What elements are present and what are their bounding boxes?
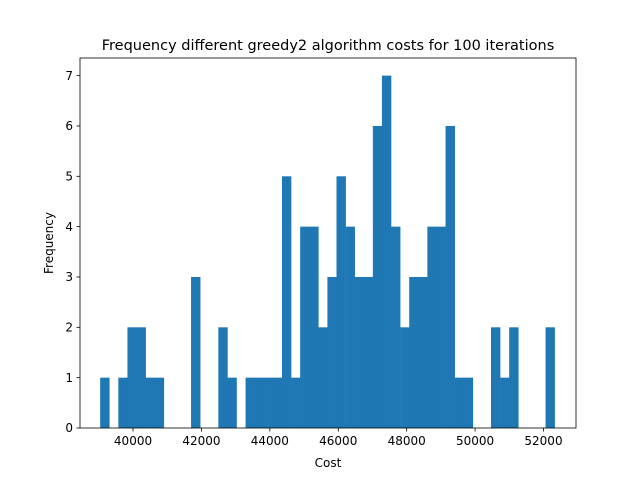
histogram-bar	[218, 327, 228, 428]
histogram-bar	[327, 276, 337, 428]
histogram-bar	[400, 327, 410, 428]
x-tick-label: 40000	[114, 434, 152, 448]
histogram-bar	[418, 276, 428, 428]
histogram-bar	[127, 327, 137, 428]
histogram-bar	[263, 377, 274, 428]
histogram-bar	[436, 226, 446, 428]
x-tick-label: 50000	[456, 434, 494, 448]
x-tick-label: 42000	[182, 434, 220, 448]
histogram-bar	[191, 276, 201, 428]
histogram-bar	[491, 327, 501, 428]
histogram-bar	[363, 276, 374, 428]
bars-group	[100, 75, 555, 429]
histogram-bar	[145, 377, 156, 428]
y-tick-label: 4	[65, 220, 73, 234]
y-axis: 0 1 2 3 4 5 6 7	[65, 69, 80, 435]
y-tick-label: 1	[65, 371, 73, 385]
y-tick-label: 6	[65, 119, 73, 133]
x-axis: 40000 42000 44000 46000 48000 50000 52000	[114, 428, 563, 448]
histogram-bar	[118, 377, 128, 428]
histogram-bar	[309, 226, 319, 428]
histogram-bar	[254, 377, 265, 428]
histogram-bar	[372, 125, 383, 429]
plot-frame	[79, 57, 577, 429]
histogram-bar	[272, 377, 283, 428]
histogram-bar	[454, 377, 465, 428]
x-tick-label: 44000	[251, 434, 289, 448]
histogram-bar	[227, 377, 237, 428]
y-tick-label: 2	[65, 321, 73, 335]
histogram-bar	[354, 276, 365, 428]
histogram-bar	[136, 327, 146, 428]
histogram-bar	[300, 226, 310, 428]
x-tick-label: 52000	[524, 434, 562, 448]
y-axis-label: Frequency	[42, 212, 56, 274]
histogram-bar	[381, 75, 392, 429]
y-tick-label: 3	[65, 270, 73, 284]
histogram-bar	[427, 226, 437, 428]
histogram-bar	[100, 377, 110, 428]
histogram-bar	[345, 226, 355, 428]
y-tick-label: 7	[65, 69, 73, 83]
chart-title: Frequency different greedy2 algorithm co…	[102, 38, 555, 54]
x-axis-label: Cost	[315, 456, 342, 470]
histogram-bar	[463, 377, 474, 428]
y-tick-label: 5	[65, 169, 73, 183]
x-tick-label: 48000	[388, 434, 426, 448]
histogram-bar	[545, 327, 555, 428]
histogram-bar	[318, 327, 328, 428]
histogram-bar	[509, 327, 519, 428]
y-tick-label: 0	[65, 421, 73, 435]
histogram-bar	[391, 226, 401, 428]
histogram-bar	[281, 176, 292, 428]
x-tick-label: 46000	[319, 434, 357, 448]
histogram-bar	[445, 125, 455, 429]
histogram-bar	[336, 176, 346, 428]
histogram-bar	[291, 377, 301, 428]
histogram-bar	[500, 377, 510, 428]
histogram-bar	[154, 377, 165, 428]
histogram-bar	[245, 377, 255, 428]
histogram-bar	[409, 276, 419, 428]
